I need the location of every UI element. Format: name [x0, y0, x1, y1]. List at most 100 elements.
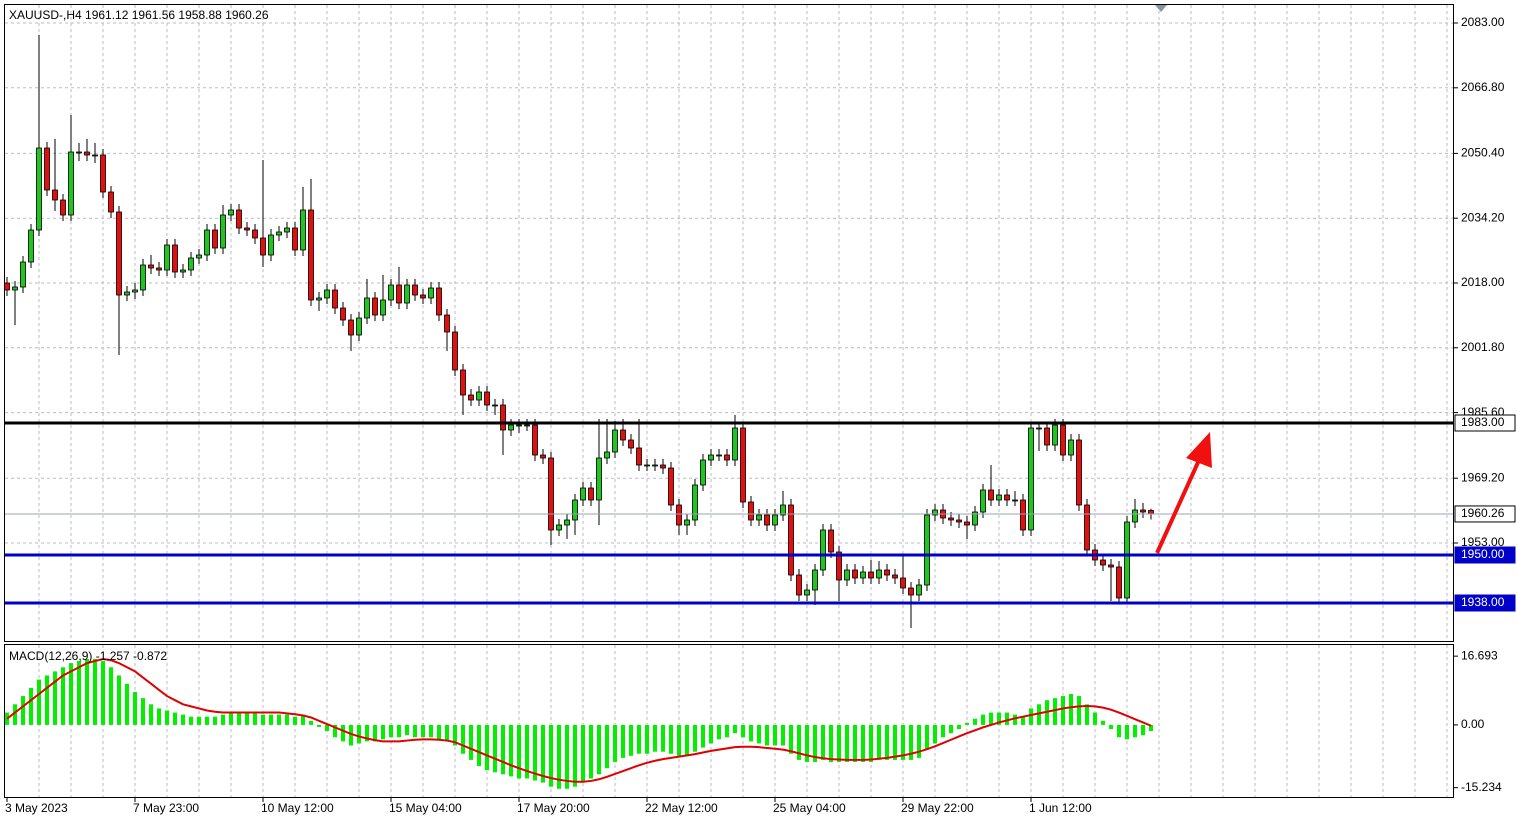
candle-body	[228, 209, 234, 216]
level-box	[1454, 594, 1516, 612]
macd-bar	[501, 724, 505, 775]
macd-bar	[333, 724, 337, 738]
macd-bar	[573, 724, 577, 787]
macd-bar	[589, 724, 593, 779]
candle-body	[980, 489, 986, 513]
candle-body	[76, 151, 82, 154]
candle-body	[412, 284, 418, 296]
macd-bar	[757, 724, 761, 744]
candle-body	[316, 297, 322, 301]
macd-bar	[829, 724, 833, 762]
candle-body	[900, 577, 906, 589]
candle-body	[1108, 564, 1114, 568]
candle-body	[828, 529, 834, 553]
candle-body	[588, 487, 594, 501]
y-tick-label: 2034.20	[1461, 210, 1505, 224]
macd-bar	[109, 667, 113, 725]
macd-bar	[557, 724, 561, 789]
macd-bar	[461, 724, 465, 754]
macd-bar	[1053, 698, 1057, 725]
macd-bar	[1125, 724, 1129, 740]
candle-body	[1068, 439, 1074, 456]
macd-bar	[773, 724, 777, 746]
x-tick-label: 3 May 2023	[5, 801, 68, 815]
candle-body	[172, 244, 178, 273]
macd-bar	[261, 714, 265, 725]
last-price-label: 1960.26	[1461, 506, 1505, 520]
candle-body	[356, 317, 362, 336]
candle-body	[372, 297, 378, 316]
candle-body	[148, 264, 154, 269]
y-tick-label: 2018.00	[1461, 275, 1505, 289]
macd-bar	[781, 724, 785, 746]
macd-bar	[1093, 712, 1097, 725]
macd-bar	[741, 724, 745, 738]
macd-bar	[45, 675, 49, 725]
candle-body	[340, 307, 346, 321]
macd-bar	[1085, 704, 1089, 725]
candle-body	[668, 467, 674, 506]
price-panel	[4, 4, 1454, 642]
macd-bar	[229, 712, 233, 725]
shift-marker	[1155, 5, 1167, 12]
macd-bar	[805, 724, 809, 762]
candle-body	[948, 517, 954, 521]
macd-bar	[445, 724, 449, 742]
candle-body	[596, 457, 602, 501]
macd-bar	[189, 716, 193, 725]
candle-body	[276, 231, 282, 236]
macd-bar	[429, 724, 433, 738]
candle-body	[244, 227, 250, 231]
macd-bar	[957, 724, 961, 730]
candle-body	[180, 269, 186, 273]
macd-bar	[1005, 712, 1009, 725]
macd-bar	[517, 724, 521, 779]
macd-bar	[349, 724, 353, 746]
macd-bar	[533, 724, 537, 781]
macd-bar	[909, 724, 913, 760]
macd-bar	[901, 724, 905, 760]
candle-body	[1052, 424, 1058, 446]
candle-body	[484, 391, 490, 406]
candle-body	[540, 454, 546, 459]
macd-bar	[301, 714, 305, 725]
macd-bar	[629, 724, 633, 756]
macd-bar	[789, 724, 793, 754]
arrow-shaft	[1155, 457, 1202, 554]
macd-bar	[61, 667, 65, 725]
macd-bar	[389, 724, 393, 738]
candle-body	[388, 284, 394, 301]
macd-bar	[493, 724, 497, 773]
candle-body	[988, 489, 994, 501]
arrow-head	[1186, 432, 1212, 468]
macd-bar	[245, 712, 249, 725]
macd-panel	[4, 644, 1454, 798]
candle-body	[580, 487, 586, 501]
candle-body	[804, 589, 810, 596]
candle-body	[652, 464, 658, 467]
macd-bar	[765, 724, 769, 746]
candle-body	[756, 514, 762, 521]
candle-body	[132, 289, 138, 293]
macd-bar	[117, 675, 121, 725]
candle-body	[876, 569, 882, 579]
candle-body	[916, 584, 922, 596]
macd-bar	[869, 724, 873, 762]
candle-body	[1036, 427, 1042, 430]
y-tick-label: 2050.40	[1461, 146, 1505, 160]
candle-body	[1100, 559, 1106, 566]
candle-body	[1020, 499, 1026, 531]
candle-body	[220, 214, 226, 249]
candle-body	[812, 569, 818, 591]
candle-body	[252, 229, 258, 239]
candle-body	[724, 454, 730, 461]
macd-bar	[1141, 724, 1145, 736]
candle-body	[956, 519, 962, 523]
macd-bar	[21, 696, 25, 725]
candle-body	[572, 499, 578, 521]
candle-body	[268, 234, 274, 256]
macd-bar	[453, 724, 457, 746]
macd-bar	[365, 724, 369, 742]
macd-bar	[637, 724, 641, 754]
